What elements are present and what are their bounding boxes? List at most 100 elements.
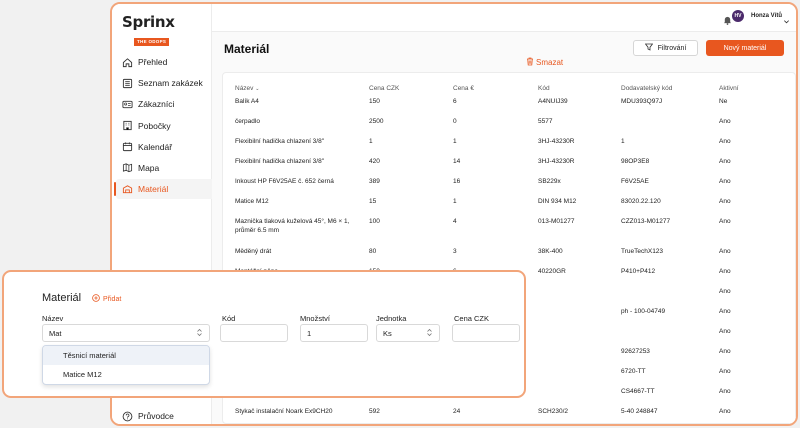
price-label: Cena CZK: [454, 314, 490, 323]
table-cell: 3HJ-43230R: [538, 138, 575, 145]
table-cell: CZZ013-M01277: [621, 218, 671, 225]
table-cell: 100: [369, 218, 380, 225]
sidebar-item-mapa[interactable]: Mapa: [116, 158, 238, 178]
column-header-price-eur[interactable]: Cena €: [453, 85, 474, 92]
name-label: Název: [42, 314, 64, 323]
sidebar-item-label: Mapa: [138, 162, 160, 173]
table-cell: ph - 100-04749: [621, 308, 666, 315]
table-cell: Stykač instalační Noark Ex9CH20: [235, 408, 333, 415]
sidebar-item-kalendar[interactable]: Kalendář: [116, 137, 238, 157]
quantity-input-value: 1: [307, 328, 312, 338]
sidebar-item-seznam-zakazek[interactable]: Seznam zakázek: [116, 73, 238, 93]
table-cell: Ano: [719, 348, 731, 355]
logo-subtitle: THE ODOPS: [134, 38, 170, 46]
column-header-name[interactable]: Název ⌄: [235, 85, 260, 92]
price-input[interactable]: [452, 324, 520, 342]
unit-label: Jednotka: [376, 314, 407, 323]
unit-select[interactable]: Ks: [376, 324, 440, 342]
column-header-code[interactable]: Kód: [538, 85, 550, 92]
avatar[interactable]: HV: [732, 10, 744, 22]
top-bar: HV Honza Vítů: [212, 4, 796, 32]
sidebar-item-pobocky[interactable]: Pobočky: [116, 116, 238, 136]
table-cell: 83020.22.120: [621, 198, 661, 205]
column-header-supplier-code[interactable]: Dodavatelský kód: [621, 85, 673, 92]
page-title: Materiál: [224, 42, 270, 56]
bell-icon[interactable]: [723, 12, 732, 30]
sidebar-item-label: Seznam zakázek: [138, 78, 203, 89]
delete-label: Smazat: [536, 58, 564, 67]
sidebar-item-material[interactable]: Materiál: [114, 179, 238, 200]
suggestion-option[interactable]: Matice M12: [63, 370, 102, 379]
table-cell: DIN 934 M12: [538, 198, 577, 205]
table-cell: 16: [453, 178, 461, 185]
table-cell: 592: [369, 408, 380, 415]
table-cell: Flexibilní hadička chlazení 3/8": [235, 158, 325, 165]
table-cell: 389: [369, 178, 380, 185]
table-cell: 1: [453, 138, 457, 145]
table-cell: 2500: [369, 118, 384, 125]
sidebar-item-zakaznici[interactable]: Zákazníci: [116, 94, 238, 114]
quantity-input[interactable]: 1: [300, 324, 368, 342]
table-cell: Balík A4: [235, 98, 259, 105]
table-cell: 14: [453, 158, 461, 165]
sidebar-item-label: Zákazníci: [138, 99, 175, 110]
table-cell: Ano: [719, 178, 731, 185]
table-cell: 40220GR: [538, 268, 566, 275]
table-cell: Ano: [719, 288, 731, 295]
name-combobox[interactable]: Mat: [42, 324, 210, 342]
suggestion-option[interactable]: Těsnicí materiál: [43, 346, 209, 365]
table-cell: 1: [621, 138, 625, 145]
table-cell: 15: [369, 198, 377, 205]
table-cell: 0: [453, 118, 457, 125]
chevron-updown-icon: [426, 328, 433, 339]
delete-button[interactable]: Smazat: [526, 57, 563, 68]
table-cell: Maznička tlaková kuželová 45°, M6 × 1, p…: [235, 218, 350, 234]
table-cell: Ano: [719, 268, 731, 275]
sidebar-item-label: Průvodce: [138, 411, 174, 421]
table-cell: 6720-TT: [621, 368, 646, 375]
table-cell: Inkoust HP F6V25AE č. 652 černá: [235, 178, 334, 185]
table-cell: Ano: [719, 158, 731, 165]
package-icon: [121, 183, 133, 195]
id-card-icon: [121, 98, 133, 110]
table-cell: 3: [453, 248, 457, 255]
logo[interactable]: Sprinx THE ODOPS: [122, 14, 175, 48]
table-cell: Ano: [719, 308, 731, 315]
table-cell: 013-M01277: [538, 218, 575, 225]
table-cell: Flexibilní hadička chlazení 3/8": [235, 138, 325, 145]
filter-button[interactable]: Filtrování: [633, 40, 698, 56]
new-material-button[interactable]: Nový materiál: [706, 40, 784, 56]
calendar-icon: [121, 141, 133, 153]
map-icon: [121, 162, 133, 174]
code-input[interactable]: [220, 324, 288, 342]
sort-down-icon[interactable]: ⌄: [255, 86, 260, 92]
logo-text: Sprinx: [122, 13, 175, 31]
sidebar-item-label: Kalendář: [138, 141, 173, 152]
table-cell: Ano: [719, 198, 731, 205]
sidebar-item-prehled[interactable]: Přehled: [116, 52, 238, 72]
table-cell: 1: [369, 138, 373, 145]
table-cell: Ano: [719, 328, 731, 335]
table-cell: TrueTechX123: [621, 248, 664, 255]
plus-circle-icon: [92, 294, 100, 304]
filter-icon: [644, 43, 653, 53]
table-cell: 4: [453, 218, 457, 225]
sidebar-nav: Přehled Seznam zakázek Zákazníci Pobočky…: [114, 52, 238, 200]
form-title: Materiál: [42, 292, 82, 304]
table-cell: 98OP3E8: [621, 158, 650, 165]
table-cell: čerpadlo: [235, 118, 260, 125]
sidebar-item-pruvodce[interactable]: Průvodce: [116, 406, 174, 424]
chevron-down-icon[interactable]: [783, 12, 790, 30]
table-cell: 420: [369, 158, 380, 165]
table-cell: MDU393Q97J: [621, 98, 663, 105]
table-cell: Ano: [719, 218, 731, 225]
user-name[interactable]: Honza Vítů: [751, 13, 782, 19]
sidebar-item-label: Materiál: [138, 184, 169, 195]
sidebar-bottom: Průvodce: [116, 406, 174, 424]
table-cell: Ano: [719, 138, 731, 145]
add-material-button[interactable]: Přidat: [92, 294, 121, 304]
table-cell: Ano: [719, 118, 731, 125]
column-header-active[interactable]: Aktivní: [719, 85, 739, 92]
material-form-card: Materiál Přidat Název Kód Množství Jedno…: [2, 270, 526, 398]
column-header-price-czk[interactable]: Cena CZK: [369, 85, 400, 92]
